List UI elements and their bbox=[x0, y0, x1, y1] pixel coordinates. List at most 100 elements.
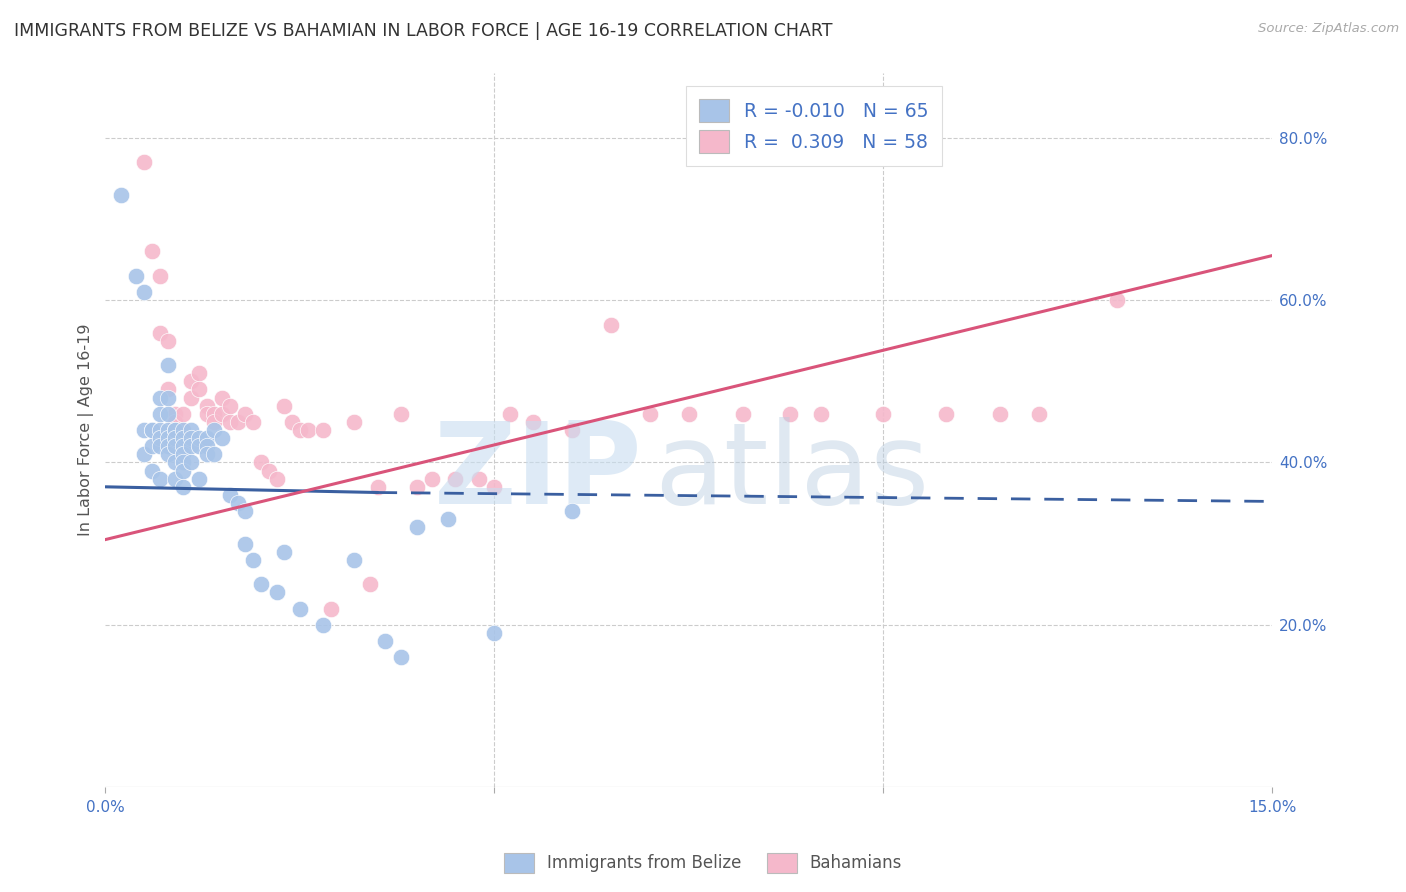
Point bbox=[165, 472, 187, 486]
Point bbox=[436, 512, 458, 526]
Point bbox=[134, 285, 156, 299]
Point bbox=[202, 447, 225, 461]
Point bbox=[195, 399, 218, 413]
Point bbox=[180, 423, 202, 437]
Point bbox=[235, 504, 257, 518]
Point bbox=[600, 318, 623, 332]
Point bbox=[180, 375, 202, 389]
Point bbox=[202, 415, 225, 429]
Point bbox=[187, 366, 209, 380]
Point bbox=[172, 455, 194, 469]
Point bbox=[172, 423, 194, 437]
Point bbox=[810, 407, 832, 421]
Point bbox=[156, 383, 179, 397]
Point bbox=[211, 391, 233, 405]
Point bbox=[202, 423, 225, 437]
Point bbox=[172, 439, 194, 453]
Point bbox=[141, 423, 163, 437]
Point bbox=[149, 326, 172, 340]
Legend: R = -0.010   N = 65, R =  0.309   N = 58: R = -0.010 N = 65, R = 0.309 N = 58 bbox=[686, 86, 942, 167]
Point bbox=[266, 585, 288, 599]
Point bbox=[312, 423, 335, 437]
Point bbox=[134, 447, 156, 461]
Point bbox=[187, 383, 209, 397]
Point bbox=[444, 472, 467, 486]
Point bbox=[172, 431, 194, 445]
Point bbox=[1028, 407, 1050, 421]
Point bbox=[389, 650, 412, 665]
Point bbox=[484, 480, 506, 494]
Point bbox=[202, 407, 225, 421]
Point bbox=[872, 407, 894, 421]
Point bbox=[218, 488, 240, 502]
Point bbox=[180, 455, 202, 469]
Point bbox=[242, 553, 264, 567]
Point bbox=[141, 244, 163, 259]
Point bbox=[343, 553, 366, 567]
Point bbox=[141, 439, 163, 453]
Point bbox=[343, 415, 366, 429]
Point bbox=[172, 464, 194, 478]
Point bbox=[988, 407, 1011, 421]
Point bbox=[319, 601, 342, 615]
Point bbox=[250, 577, 273, 591]
Point bbox=[367, 480, 389, 494]
Point bbox=[156, 358, 179, 372]
Point bbox=[522, 415, 544, 429]
Point bbox=[297, 423, 319, 437]
Point bbox=[935, 407, 957, 421]
Point bbox=[156, 447, 179, 461]
Legend: Immigrants from Belize, Bahamians: Immigrants from Belize, Bahamians bbox=[498, 847, 908, 880]
Point bbox=[165, 423, 187, 437]
Point bbox=[149, 391, 172, 405]
Point bbox=[211, 407, 233, 421]
Text: ZIP: ZIP bbox=[433, 417, 643, 528]
Point bbox=[180, 431, 202, 445]
Point bbox=[484, 626, 506, 640]
Point bbox=[312, 617, 335, 632]
Point bbox=[156, 334, 179, 348]
Point bbox=[187, 431, 209, 445]
Point bbox=[235, 407, 257, 421]
Point bbox=[172, 407, 194, 421]
Point bbox=[149, 431, 172, 445]
Point bbox=[195, 407, 218, 421]
Point bbox=[420, 472, 443, 486]
Point bbox=[561, 504, 583, 518]
Point bbox=[266, 472, 288, 486]
Point bbox=[141, 464, 163, 478]
Point bbox=[250, 455, 273, 469]
Text: atlas: atlas bbox=[654, 417, 929, 528]
Point bbox=[226, 496, 249, 510]
Point bbox=[172, 447, 194, 461]
Point bbox=[226, 415, 249, 429]
Point bbox=[110, 187, 132, 202]
Point bbox=[257, 464, 280, 478]
Point bbox=[281, 415, 304, 429]
Point bbox=[187, 472, 209, 486]
Point bbox=[468, 472, 491, 486]
Point bbox=[149, 407, 172, 421]
Point bbox=[499, 407, 522, 421]
Point bbox=[125, 268, 148, 283]
Point bbox=[1105, 293, 1128, 308]
Point bbox=[180, 439, 202, 453]
Y-axis label: In Labor Force | Age 16-19: In Labor Force | Age 16-19 bbox=[79, 324, 94, 536]
Point bbox=[187, 439, 209, 453]
Point bbox=[389, 407, 412, 421]
Point bbox=[156, 431, 179, 445]
Point bbox=[149, 423, 172, 437]
Point bbox=[678, 407, 700, 421]
Point bbox=[156, 423, 179, 437]
Point bbox=[165, 423, 187, 437]
Point bbox=[195, 439, 218, 453]
Text: IMMIGRANTS FROM BELIZE VS BAHAMIAN IN LABOR FORCE | AGE 16-19 CORRELATION CHART: IMMIGRANTS FROM BELIZE VS BAHAMIAN IN LA… bbox=[14, 22, 832, 40]
Text: Source: ZipAtlas.com: Source: ZipAtlas.com bbox=[1258, 22, 1399, 36]
Point bbox=[165, 455, 187, 469]
Point bbox=[172, 423, 194, 437]
Point bbox=[141, 423, 163, 437]
Point bbox=[638, 407, 661, 421]
Point bbox=[242, 415, 264, 429]
Point bbox=[172, 480, 194, 494]
Point bbox=[218, 399, 240, 413]
